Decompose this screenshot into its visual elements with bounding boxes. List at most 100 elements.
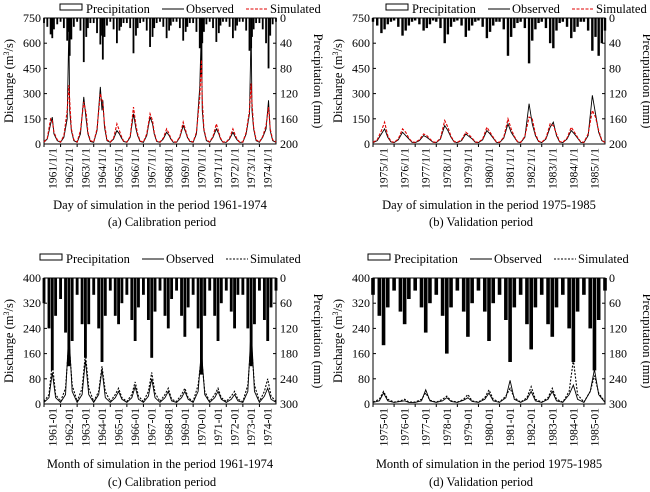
precip-bar xyxy=(401,18,404,36)
precip-bar xyxy=(92,278,96,295)
y-axis-title: Discharge (m3/s) xyxy=(331,39,346,123)
precip-bar xyxy=(423,278,428,333)
x-tick-label: 1961-01 xyxy=(47,408,59,447)
precip-bar xyxy=(170,278,174,299)
precip-bar xyxy=(410,18,414,22)
precip-bar xyxy=(269,18,272,36)
precip-bar xyxy=(49,18,52,35)
precip-bar xyxy=(555,18,558,31)
precip-bar xyxy=(398,278,403,312)
precip-bar xyxy=(407,278,411,299)
precip-bar xyxy=(252,18,255,30)
precip-bar xyxy=(175,18,178,22)
y-tick-label: 80 xyxy=(29,372,41,386)
precip-bar xyxy=(99,18,102,45)
precip-bar xyxy=(383,18,386,30)
precip-bar xyxy=(236,278,240,295)
precip-bar xyxy=(592,278,597,371)
y-tick-label: 450 xyxy=(23,61,41,75)
precip-bar xyxy=(158,278,162,291)
precip-bar xyxy=(205,18,208,25)
precip-bar xyxy=(380,18,383,34)
precip-bar xyxy=(219,18,222,26)
legend-label-precipitation: Precipitation xyxy=(394,252,459,266)
precip-bar xyxy=(42,278,46,304)
y2-tick-label: 0 xyxy=(609,271,615,285)
precip-bar xyxy=(132,18,135,54)
precip-bar xyxy=(579,18,582,22)
precip-bar xyxy=(518,278,523,295)
precip-bar xyxy=(594,18,597,37)
precip-bar xyxy=(75,278,79,295)
precip-bar xyxy=(435,18,438,22)
precip-bar xyxy=(224,278,228,291)
y-tick-label: 300 xyxy=(352,87,370,101)
precip-bar xyxy=(485,18,489,39)
precip-bar xyxy=(419,278,424,308)
precip-bar xyxy=(79,18,82,31)
precip-bar xyxy=(59,18,62,22)
precip-bar xyxy=(208,18,211,22)
series-simulated-line xyxy=(372,108,606,143)
precip-bar xyxy=(392,278,396,291)
precip-bar xyxy=(425,18,428,29)
x-tick-label: 1969/1/1 xyxy=(180,148,192,189)
x-tick-label: 1972-01 xyxy=(230,408,242,447)
precip-bar xyxy=(600,18,604,44)
precip-bar xyxy=(203,18,205,32)
y2-tick-label: 80 xyxy=(280,61,292,75)
precip-bar xyxy=(253,278,256,325)
precip-bar xyxy=(169,18,172,26)
x-tick-label: 1970/1/1 xyxy=(196,148,208,189)
precip-bar xyxy=(491,278,496,304)
precip-bar xyxy=(371,278,375,295)
precip-bar xyxy=(397,18,400,27)
y2-tick-label: 0 xyxy=(280,11,286,25)
precip-bar xyxy=(455,278,460,291)
precip-bar xyxy=(428,278,432,304)
precip-bar xyxy=(232,18,234,39)
y2-axis-title: Precipitation (mm) xyxy=(640,294,650,389)
x-tick-label: 1963/1/1 xyxy=(80,148,92,189)
precip-bar xyxy=(466,278,470,337)
legend-label-observed: Observed xyxy=(512,2,561,16)
precip-bar xyxy=(251,18,253,37)
x-tick-label: 1976/1/1 xyxy=(400,148,412,189)
x-tick-label: 1973-01 xyxy=(246,408,258,447)
x-tick-label: 1970-01 xyxy=(196,408,208,447)
precip-bar xyxy=(195,18,198,32)
precip-bar xyxy=(552,18,555,49)
precip-bar xyxy=(236,18,238,26)
precip-bar xyxy=(159,18,161,22)
precip-bar xyxy=(548,18,552,44)
precip-bar xyxy=(216,278,220,341)
precip-bar xyxy=(460,18,463,26)
precip-bar xyxy=(446,18,450,35)
precip-bar xyxy=(554,278,559,308)
precip-bar xyxy=(186,18,189,27)
precip-bar xyxy=(142,18,145,22)
precip-bar xyxy=(269,278,273,308)
precip-bar xyxy=(470,278,474,304)
x-tick-label: 1961/1/1 xyxy=(47,148,59,189)
precip-bar xyxy=(470,18,474,26)
x-tick-label: 1982-01 xyxy=(526,408,538,447)
x-tick-label: 1963-01 xyxy=(80,408,92,447)
precip-bar xyxy=(245,18,248,31)
legend-swatch-precipitation xyxy=(59,3,83,11)
precip-bar xyxy=(228,18,231,27)
series-simulated-line xyxy=(43,59,277,143)
precip-bar xyxy=(149,18,151,47)
series-observed-line xyxy=(372,369,606,404)
y-tick-label: 150 xyxy=(352,112,370,126)
precip-bar xyxy=(591,18,594,51)
y-tick-label: 80 xyxy=(358,372,370,386)
y-tick-label: 0 xyxy=(35,137,41,151)
precip-bar xyxy=(100,278,104,362)
precip-bar xyxy=(413,278,417,291)
panel-caption: (b) Validation period xyxy=(429,215,534,229)
precip-bar xyxy=(576,18,579,27)
y2-tick-label: 40 xyxy=(280,36,292,50)
series-observed-line xyxy=(372,95,606,144)
x-tick-label: 1967-01 xyxy=(147,408,159,447)
